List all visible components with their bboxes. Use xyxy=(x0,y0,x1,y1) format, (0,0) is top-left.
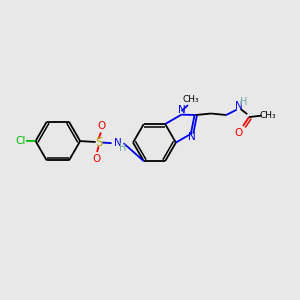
Text: N: N xyxy=(178,106,185,116)
Text: H: H xyxy=(240,97,247,107)
Text: H: H xyxy=(119,142,127,153)
Text: S: S xyxy=(95,136,102,149)
Text: Cl: Cl xyxy=(15,136,25,146)
Text: N: N xyxy=(235,101,243,111)
Text: O: O xyxy=(235,128,243,138)
Text: N: N xyxy=(188,132,195,142)
Text: O: O xyxy=(92,154,101,164)
Text: O: O xyxy=(98,121,106,131)
Text: CH₃: CH₃ xyxy=(260,110,276,119)
Text: N: N xyxy=(114,138,122,148)
Text: CH₃: CH₃ xyxy=(183,95,200,104)
